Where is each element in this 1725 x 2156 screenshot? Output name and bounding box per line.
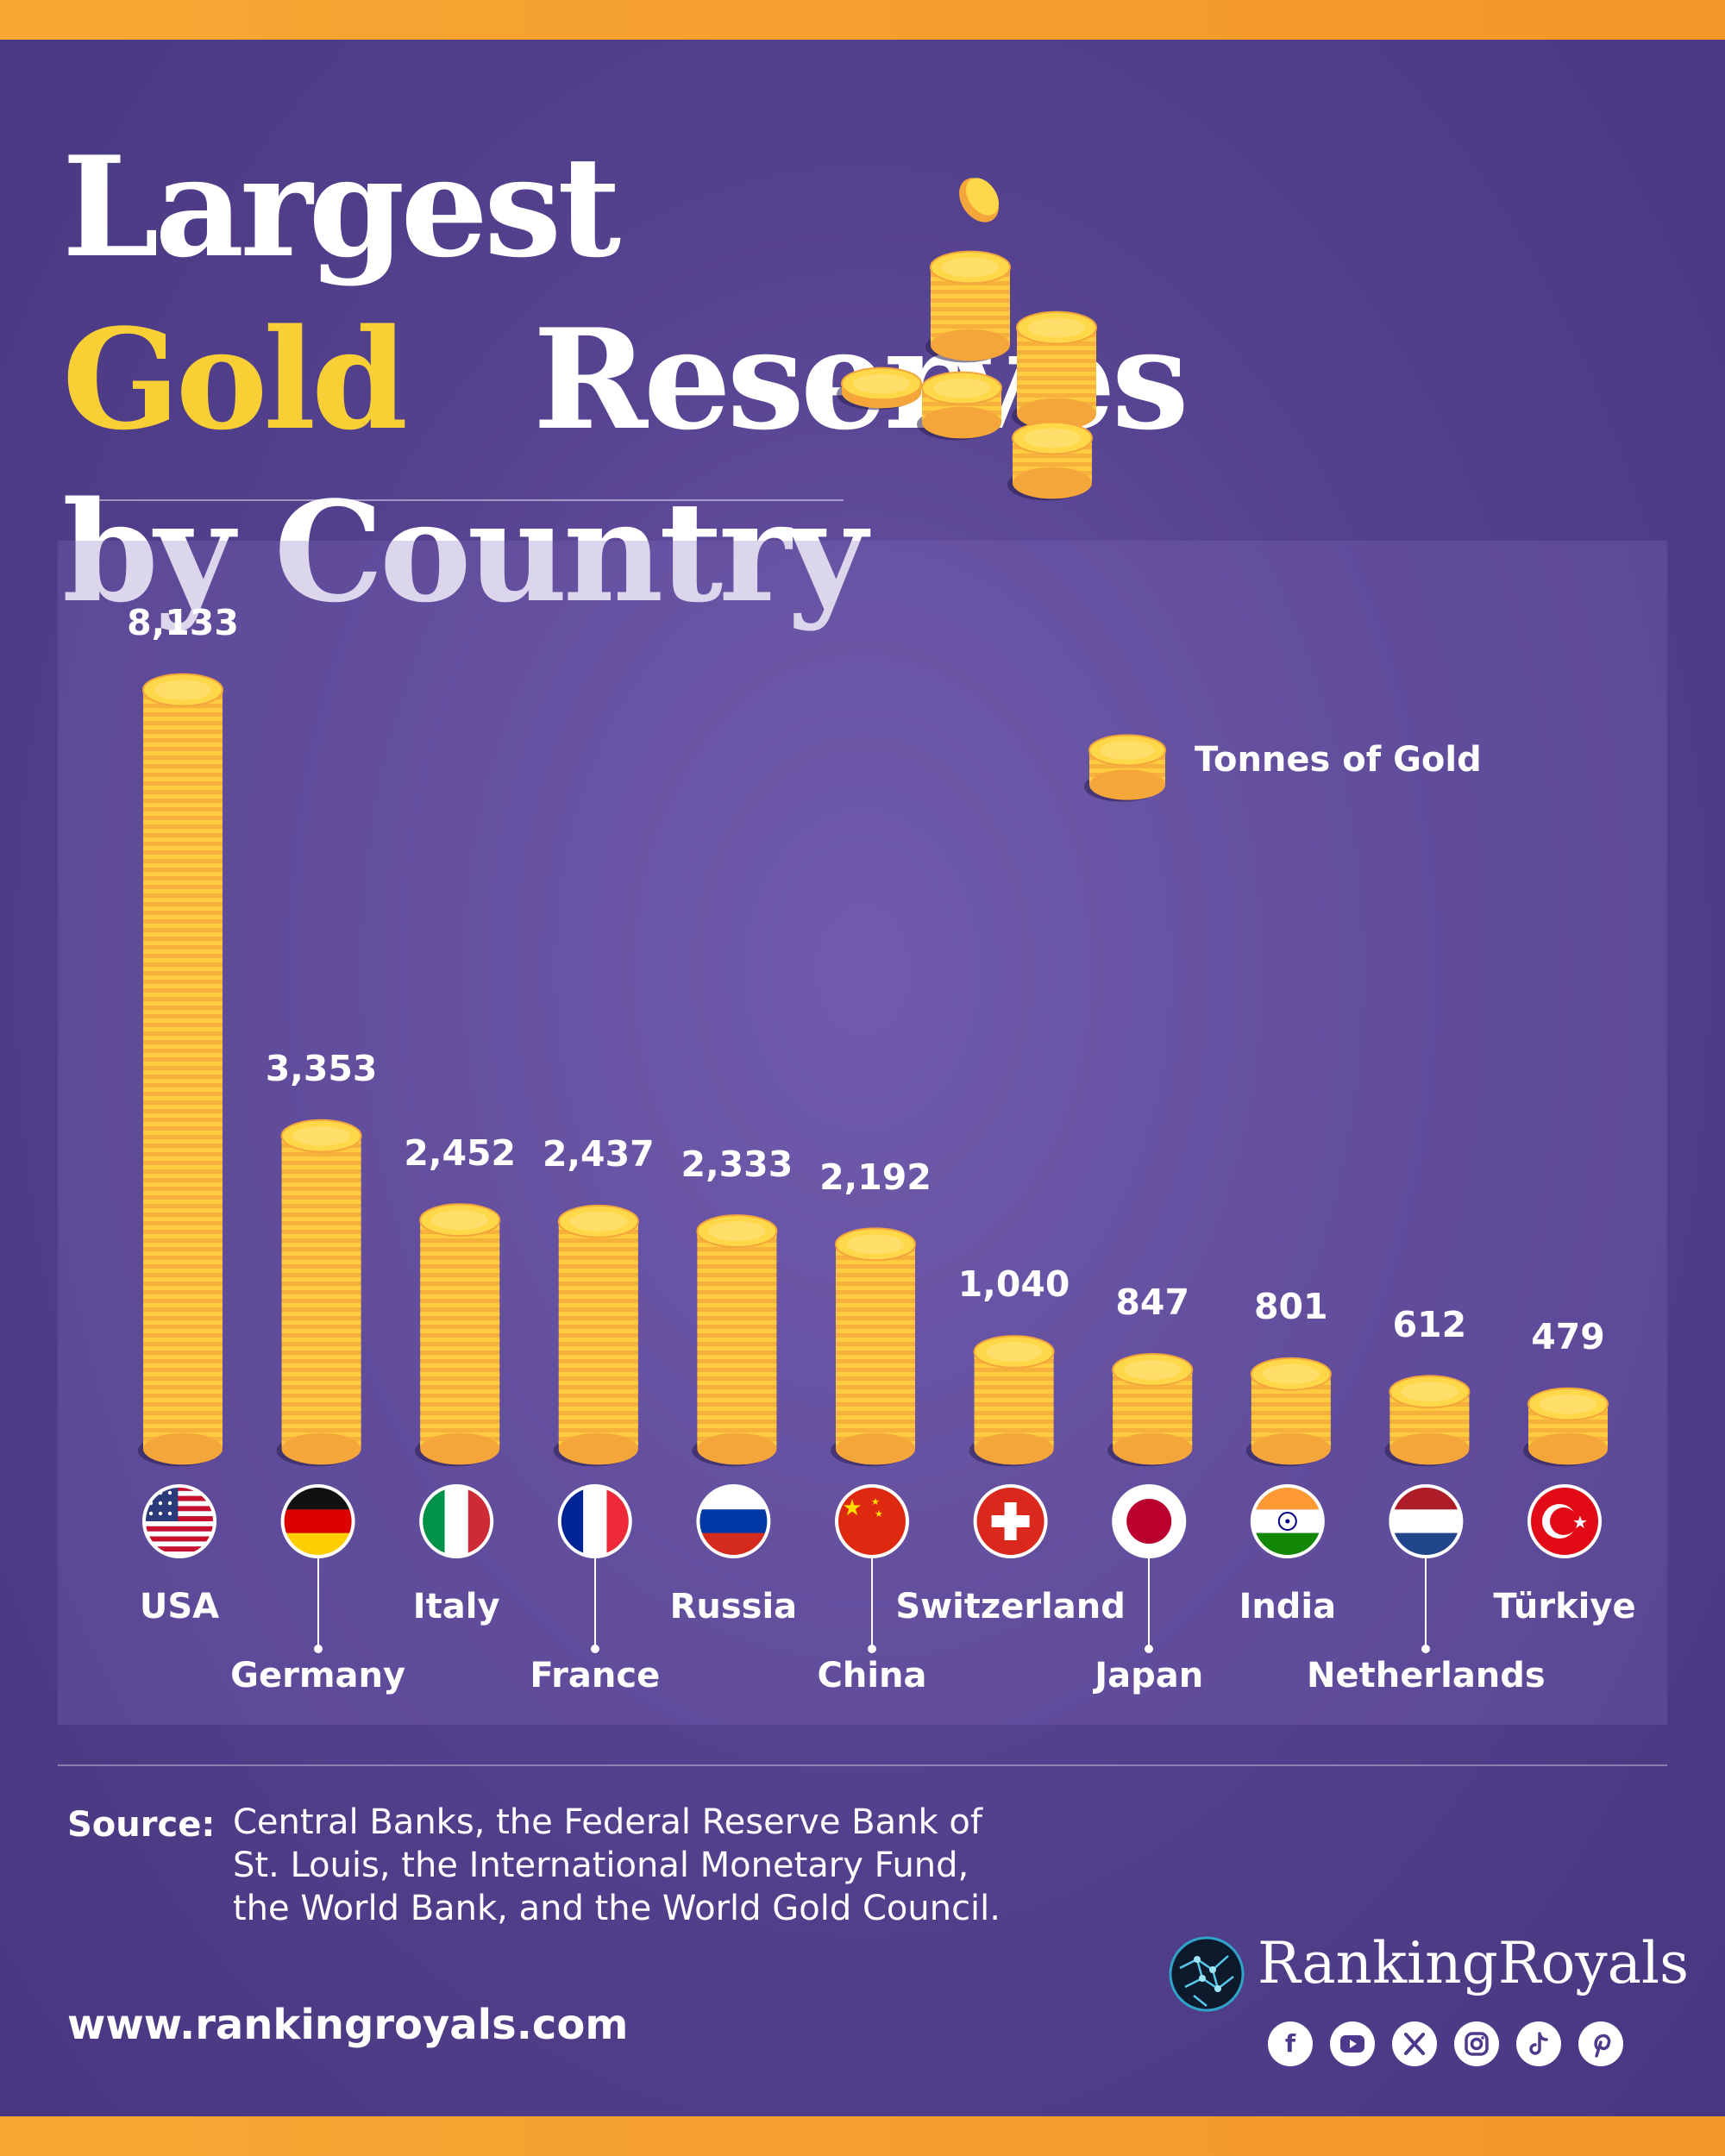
- value-label: 479: [1531, 1316, 1605, 1358]
- bar-usa: [138, 673, 223, 1467]
- value-label: 2,452: [404, 1131, 517, 1174]
- title-highlight: Gold: [62, 298, 408, 461]
- label-connector-dot: [1421, 1645, 1431, 1653]
- bar-netherlands: [1384, 1375, 1471, 1467]
- value-label: 2,333: [681, 1143, 794, 1185]
- source-text: Central Banks, the Federal Reserve Bank …: [233, 1802, 1000, 1928]
- tiktok-icon[interactable]: [1516, 2021, 1561, 2066]
- value-label: 847: [1115, 1282, 1189, 1324]
- category-label: India: [1239, 1587, 1337, 1626]
- bar-switzerland: [969, 1335, 1055, 1467]
- value-label: 3,353: [265, 1048, 378, 1090]
- coin-stack-right: [1012, 310, 1097, 432]
- label-connector-dot: [868, 1645, 876, 1653]
- label-connector: [1425, 1557, 1427, 1649]
- svg-text:★: ★: [871, 1496, 880, 1507]
- coin-stack-tall: [925, 250, 1011, 363]
- value-label: 2,192: [819, 1156, 932, 1198]
- legend-label: Tonnes of Gold: [1195, 740, 1482, 780]
- category-label: China: [817, 1656, 927, 1695]
- bar-trkiye: [1523, 1387, 1609, 1467]
- brand-logo-icon: [1169, 1936, 1245, 2012]
- bar-india: [1245, 1357, 1332, 1467]
- facebook-icon[interactable]: f: [1268, 2021, 1313, 2066]
- coin-stack-small: [917, 371, 1002, 441]
- category-label: Switzerland: [895, 1587, 1126, 1626]
- youtube-icon[interactable]: [1330, 2021, 1375, 2066]
- legend-coin-stack: [1084, 734, 1166, 802]
- flag-switzerland-icon: [975, 1486, 1046, 1557]
- label-connector-dot: [313, 1645, 323, 1653]
- value-label: 8,133: [127, 602, 239, 643]
- category-label: Netherlands: [1307, 1656, 1546, 1695]
- category-label: Russia: [669, 1587, 798, 1626]
- bar-italy: [415, 1203, 501, 1467]
- coin-single: [837, 367, 922, 411]
- value-label: 801: [1254, 1286, 1328, 1328]
- x-icon[interactable]: [1392, 2021, 1437, 2066]
- bar-japan: [1107, 1352, 1194, 1467]
- flying-coin-icon: [959, 178, 1000, 222]
- title-pre: Largest: [62, 126, 621, 288]
- source-label: Source:: [67, 1805, 216, 1845]
- svg-text:★: ★: [1572, 1512, 1588, 1532]
- flag-trkiye-icon: ★: [1529, 1486, 1600, 1557]
- svg-text:★: ★: [842, 1495, 862, 1521]
- label-connector: [871, 1557, 873, 1649]
- title-divider: [97, 499, 844, 501]
- category-label: Italy: [412, 1587, 500, 1626]
- category-label: USA: [139, 1587, 220, 1626]
- category-label: Germany: [230, 1656, 406, 1695]
- website-link[interactable]: www.rankingroyals.com: [67, 2001, 629, 2049]
- legend-coin-icon: [1084, 734, 1166, 802]
- bar-russia: [692, 1214, 778, 1467]
- category-label: Japan: [1095, 1656, 1204, 1695]
- label-connector-dot: [590, 1645, 599, 1653]
- flags: ★ ★★ ★: [142, 1484, 1602, 1558]
- label-connector: [1148, 1557, 1151, 1649]
- instagram-icon[interactable]: [1454, 2021, 1499, 2066]
- value-label: 1,040: [957, 1263, 1070, 1306]
- value-label: 612: [1392, 1303, 1467, 1345]
- value-label: 2,437: [542, 1133, 655, 1175]
- coin-stack-bottom: [1007, 421, 1093, 501]
- flag-japan-icon: [1113, 1486, 1185, 1557]
- flag-china-icon: ★ ★★: [837, 1486, 907, 1557]
- pinterest-icon[interactable]: [1578, 2021, 1623, 2066]
- label-connector: [593, 1557, 596, 1649]
- bar-china: [831, 1227, 916, 1467]
- svg-text:★: ★: [875, 1508, 883, 1520]
- title-line2: by Country: [62, 471, 867, 633]
- label-connector-dot: [1145, 1645, 1154, 1653]
- category-label: Türkiye: [1493, 1587, 1636, 1626]
- gold-coins-illustration: [837, 178, 1097, 501]
- flag-usa-icon: [144, 1486, 215, 1557]
- bottom-accent-bar: [0, 2116, 1725, 2156]
- bar-germany: [276, 1119, 362, 1467]
- bar-france: [553, 1204, 639, 1467]
- label-connector: [317, 1557, 319, 1649]
- top-accent-bar: [0, 0, 1725, 40]
- footer-divider: [58, 1764, 1667, 1766]
- bar-chart: ★ ★★ ★: [138, 673, 1609, 1558]
- category-label: France: [530, 1656, 661, 1695]
- bars: [138, 673, 1609, 1467]
- brand-name: RankingRoyals: [1258, 1930, 1689, 1996]
